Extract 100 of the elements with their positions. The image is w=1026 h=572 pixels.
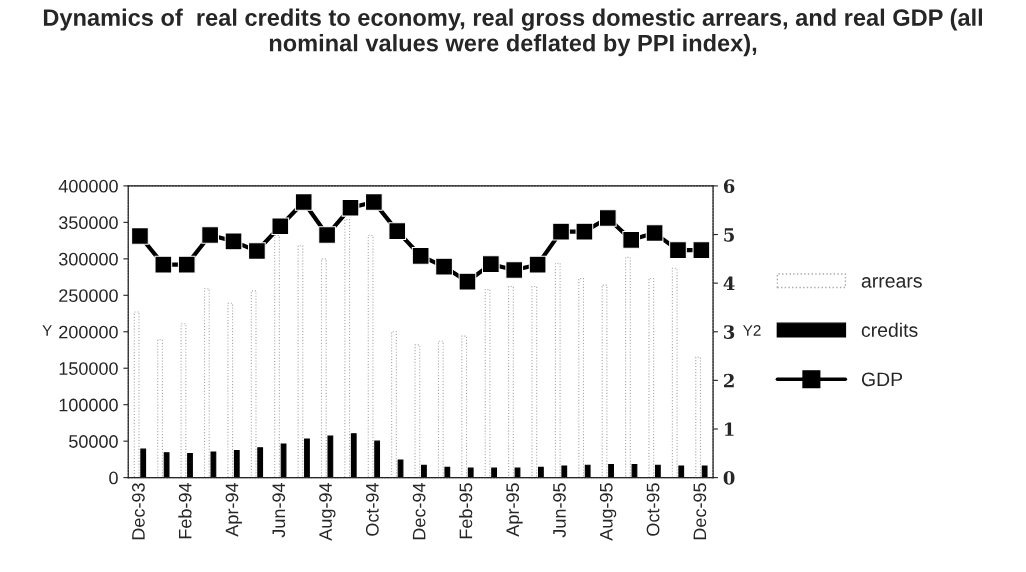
bar [180,323,187,478]
point [552,222,570,241]
point [435,257,453,276]
bar [133,311,140,478]
y-axis-title: Y [42,325,52,336]
bar [701,465,708,478]
bar [578,277,585,478]
bar [157,339,163,478]
y2-tick-label: 4 [723,276,735,290]
y-tick-label: 100000 [59,398,118,412]
bar [350,433,357,478]
y-tick-label: 300000 [58,252,118,266]
point [528,255,547,274]
point [224,232,243,251]
bar [631,463,638,478]
point [294,193,313,211]
x-tick-label: Feb-95 [459,483,473,539]
point [131,227,149,245]
point [645,224,664,242]
y2-tick-label: 5 [724,228,734,242]
bar [327,435,334,478]
bar [654,464,661,478]
point [575,222,594,241]
point [201,226,219,244]
bar [671,267,678,478]
point [365,193,383,211]
bar [297,245,304,478]
point [505,261,524,279]
bar [187,452,193,478]
x-tick-label: Oct-95 [646,483,660,536]
bar [367,234,374,478]
bar [444,466,451,478]
bar [508,285,514,478]
bar [233,450,240,478]
x-tick-label: Dec-94 [412,483,426,540]
bar [414,344,421,478]
point [622,231,641,249]
bar [257,447,264,478]
chart-title: Dynamics of real credits to economy, real gross domestic arrears, and real GDP (all nominal values were deflated by PPI index), [43,8,983,57]
point [481,255,500,274]
bar [304,438,310,478]
y2-tick-label: 3 [724,325,735,339]
bar [461,335,468,478]
x-tick-label: Aug-95 [599,483,617,541]
x-tick-label: Aug-94 [319,483,336,541]
bar [554,262,561,478]
bar [538,466,544,478]
x-tick-label: Apr-94 [225,483,242,537]
legend-label: credits [861,322,918,337]
bar [227,302,234,478]
bar [678,465,685,478]
point [341,198,360,217]
bar [374,440,381,478]
y2-tick-label: 6 [723,179,735,194]
x-tick-label: Oct-94 [365,483,379,536]
bar [250,290,257,478]
x-tick-label: Jun-95 [553,483,566,538]
bar [320,258,327,478]
bar [280,443,287,478]
y-tick-label: 200000 [59,325,118,339]
bar [531,285,538,478]
x-tick-label: Apr-95 [506,483,523,537]
x-tick-label: Dec-93 [132,483,145,540]
point [154,255,173,274]
bar [437,340,444,478]
bar [584,464,591,478]
bar [491,467,498,478]
bar [561,465,568,478]
point [411,247,430,265]
y2-tick-label: 0 [723,471,735,485]
point [388,222,407,240]
bar [467,467,474,478]
y-tick-label: 400000 [58,179,118,193]
point [458,272,477,291]
y-tick-label: 0 [109,471,118,485]
bar [203,288,210,478]
y-tick-label: 350000 [58,216,118,230]
legend-label: GDP [861,372,903,387]
x-tick-label: Jun-94 [272,483,286,538]
point [598,209,617,227]
y2-tick-label: 1 [725,422,734,436]
bar [344,218,351,478]
bar [625,256,631,478]
point [248,242,266,260]
bar [210,451,217,478]
bar [397,459,404,478]
point [669,241,687,259]
legend-label: arrears [861,277,922,288]
point [318,226,336,244]
x-tick-label: Feb-94 [178,483,192,539]
bar [601,284,608,478]
point [177,255,196,274]
bar [421,464,427,478]
bar [391,331,397,478]
point [692,241,711,259]
point [271,217,290,236]
bar [648,277,655,478]
bar [484,288,491,478]
bar [695,356,701,478]
x-tick-label: Dec-95 [693,483,707,540]
